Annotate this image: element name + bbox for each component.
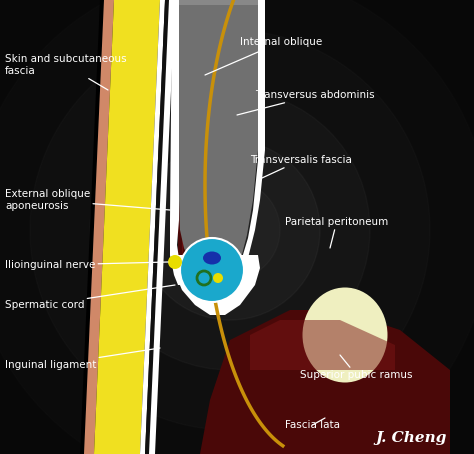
Polygon shape — [140, 0, 165, 454]
Circle shape — [168, 255, 182, 269]
Polygon shape — [182, 0, 192, 260]
Text: J. Cheng: J. Cheng — [375, 431, 447, 445]
Circle shape — [180, 238, 244, 302]
Polygon shape — [178, 0, 215, 265]
Text: Parietal peritoneum: Parietal peritoneum — [285, 217, 388, 248]
Text: Spermatic cord: Spermatic cord — [5, 285, 175, 310]
Polygon shape — [215, 0, 221, 200]
Text: Fascia lata: Fascia lata — [285, 418, 340, 430]
Polygon shape — [179, 0, 258, 5]
Circle shape — [30, 30, 430, 430]
Polygon shape — [179, 0, 258, 282]
Text: Internal oblique: Internal oblique — [205, 37, 322, 75]
Polygon shape — [94, 0, 160, 454]
Circle shape — [213, 273, 223, 283]
Polygon shape — [145, 0, 169, 454]
Polygon shape — [80, 0, 104, 454]
Text: Skin and subcutaneous
fascia: Skin and subcutaneous fascia — [5, 54, 127, 90]
Polygon shape — [170, 0, 185, 285]
Ellipse shape — [302, 287, 388, 383]
Text: External oblique
aponeurosis: External oblique aponeurosis — [5, 189, 170, 211]
Polygon shape — [221, 0, 258, 265]
Circle shape — [180, 180, 280, 280]
Polygon shape — [200, 310, 450, 454]
Polygon shape — [170, 255, 260, 315]
Polygon shape — [225, 0, 265, 285]
Polygon shape — [250, 320, 395, 370]
Text: Inguinal ligament: Inguinal ligament — [5, 348, 160, 370]
Ellipse shape — [203, 252, 221, 265]
Polygon shape — [149, 0, 175, 454]
Text: Transversalis fascia: Transversalis fascia — [250, 155, 352, 178]
Text: Ilioinguinal nerve: Ilioinguinal nerve — [5, 260, 168, 270]
Circle shape — [90, 90, 370, 370]
Text: Transversus abdominis: Transversus abdominis — [237, 90, 374, 115]
Circle shape — [140, 140, 320, 320]
Polygon shape — [84, 0, 114, 454]
Text: Superior pubic ramus: Superior pubic ramus — [300, 355, 412, 380]
Polygon shape — [225, 0, 237, 230]
